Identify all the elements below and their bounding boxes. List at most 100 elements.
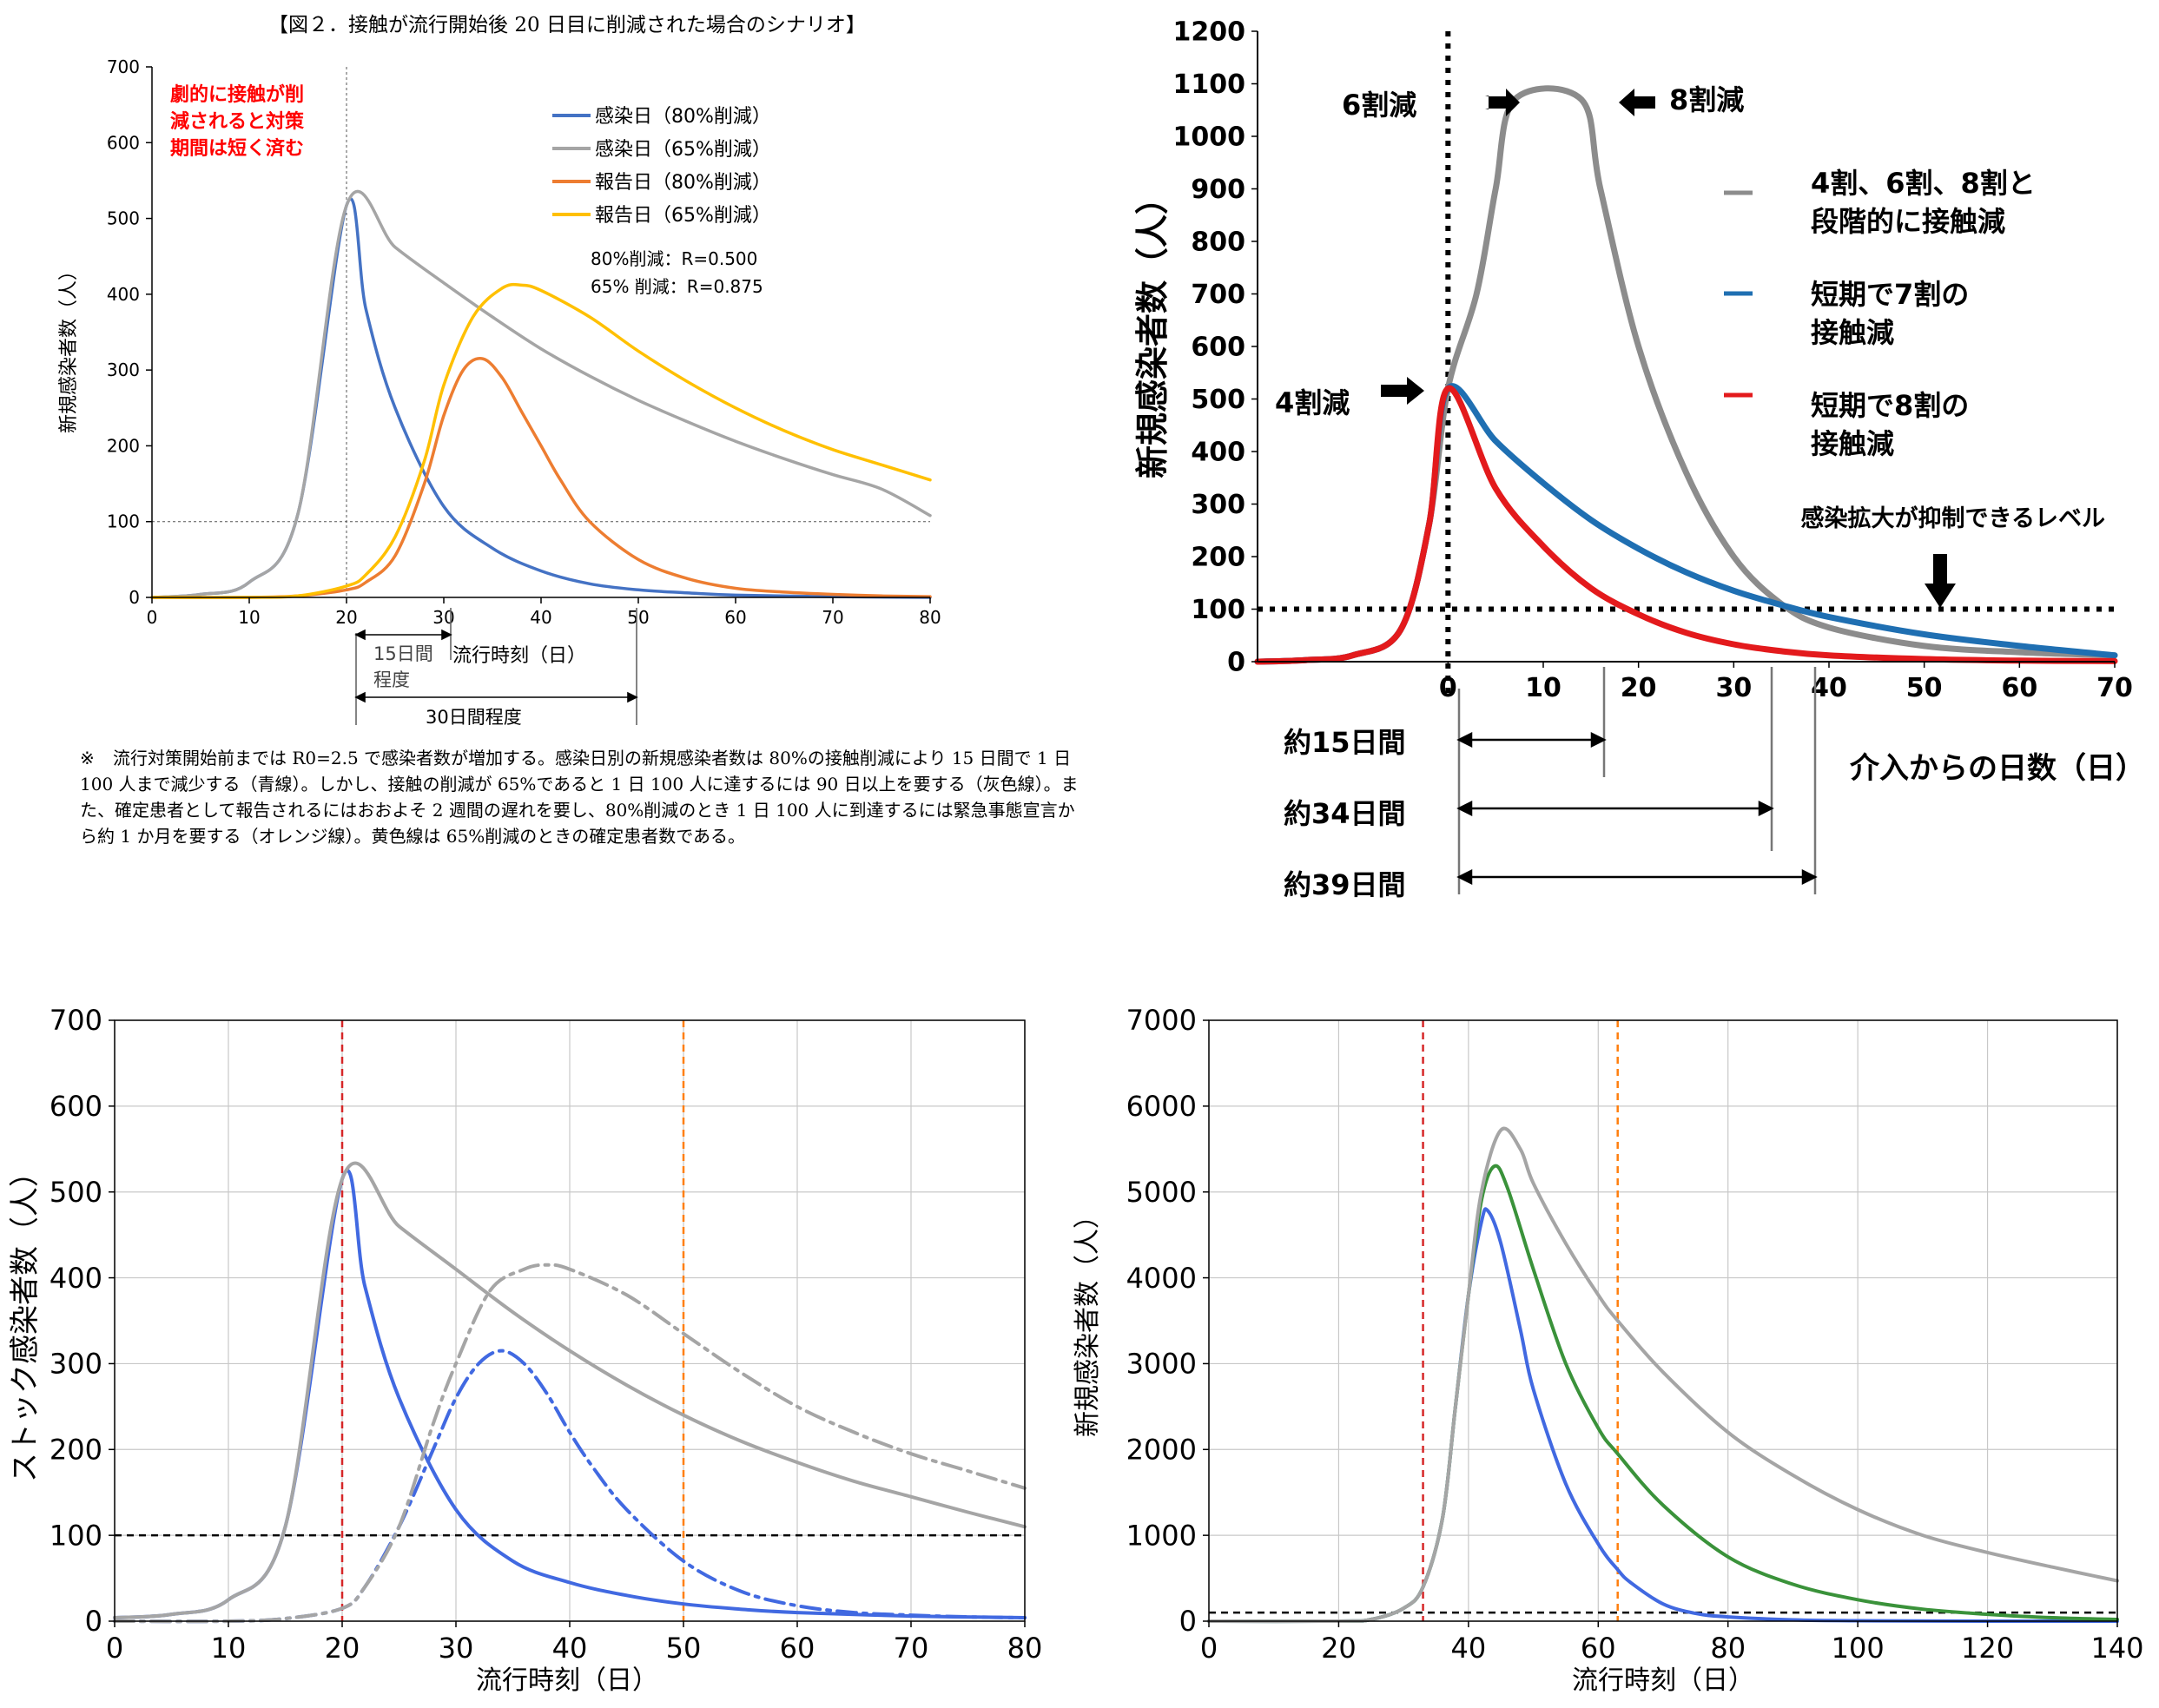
x-tick-label: 20 — [1621, 673, 1657, 703]
y-tick-label: 0 — [129, 587, 140, 608]
x-tick-label: 60 — [724, 607, 746, 628]
x-tick-label: 70 — [894, 1632, 929, 1665]
footnote: ※ 流行対策開始前までは R0=2.5 で感染者数が増加する。感染日別の新規感染者… — [80, 745, 1087, 849]
y-axis-label: 新規感染者数（人） — [1073, 1203, 1103, 1437]
y-tick-label: 3000 — [1126, 1348, 1197, 1381]
y-axis-label: 新規感染者数（人） — [1133, 181, 1172, 478]
x-tick-label: 30 — [432, 607, 454, 628]
legend-blue-2: 接触減 — [1811, 316, 1894, 349]
y-tick-label: 300 — [107, 359, 140, 380]
arrow-right-4 — [1381, 385, 1409, 397]
r-value-80: 80%削減：R=0.500 — [591, 248, 757, 269]
x-tick-label: 60 — [2001, 673, 2037, 703]
y-tick-label: 5000 — [1126, 1176, 1197, 1209]
y-tick-label: 0 — [1227, 648, 1245, 678]
x-tick-label: 20 — [1321, 1632, 1357, 1665]
legend-label: 感染日（80%削減） — [595, 106, 771, 128]
y-tick-label: 600 — [1191, 333, 1245, 363]
y-tick-label: 600 — [107, 132, 140, 153]
legend-blue-1: 短期で7割の — [1811, 278, 1969, 311]
duration-brackets — [354, 608, 638, 725]
x-tick-label: 40 — [1450, 1632, 1486, 1665]
chart-panel-2: 0 10 20 30 40 50 60 700100200300400500600700800… — [1133, 17, 2145, 902]
legend-label: 報告日（80%削減） — [595, 172, 771, 194]
x-axis-label: 介入からの日数（日） — [1850, 751, 2145, 786]
y-tick-label: 900 — [1191, 175, 1245, 205]
duration-brackets — [1456, 667, 1818, 894]
x-tick-label: 40 — [1811, 673, 1847, 703]
y-tick-label: 400 — [107, 284, 140, 305]
chart-title: 【図２．接触が流行開始後 20 日目に削減された場合のシナリオ】 — [268, 14, 866, 36]
x-axis-label: 流行時刻（日） — [1572, 1665, 1754, 1696]
legend: 4割、6割、8割と 段階的に接触減 短期で7割の 接触減 短期で8割の 接触減 — [1724, 167, 2036, 460]
y-tick-label: 400 — [50, 1262, 102, 1295]
y-tick-label: 0 — [85, 1605, 102, 1638]
y-tick-label: 400 — [1191, 438, 1245, 468]
y-tick-label: 6000 — [1126, 1090, 1197, 1123]
legend-red-1: 短期で8割の — [1811, 389, 1969, 422]
annotation-line-2: 減されると対策 — [170, 110, 305, 133]
y-tick-label: 500 — [107, 208, 140, 229]
legend-red-2: 接触減 — [1811, 427, 1894, 460]
duration-15-label: 約15日間 — [1284, 726, 1406, 759]
y-tick-label: 600 — [50, 1090, 102, 1123]
label-8wari: 8割減 — [1669, 83, 1744, 116]
y-axis-label: 新規感染者数（人） — [58, 261, 80, 433]
y-tick-label: 1100 — [1173, 69, 1246, 100]
x-tick-label: 20 — [325, 1632, 360, 1665]
legend-gray-1: 4割、6割、8割と — [1811, 167, 2036, 200]
stage-arrows — [1381, 89, 1956, 608]
y-tick-label: 1000 — [1126, 1519, 1197, 1552]
label-4wari: 4割減 — [1275, 386, 1350, 419]
legend-label: 感染日（65%削減） — [595, 139, 771, 161]
legend: 感染日（80%削減） 感染日（65%削減） 報告日（80%削減） 報告日（65%削減） — [552, 106, 771, 227]
x-tick-label: 80 — [919, 607, 941, 628]
chart-panel-3: 0 10 20 30 40 50 60 70 800100200300400500600700 … — [8, 1004, 1042, 1696]
x-tick-label: 0 — [1439, 673, 1457, 703]
x-tick-label: 50 — [666, 1632, 702, 1665]
y-tick-label: 700 — [50, 1004, 102, 1037]
y-tick-label: 2000 — [1126, 1433, 1197, 1466]
x-tick-label: 50 — [1906, 673, 1943, 703]
duration-30-label: 30日間程度 — [426, 707, 522, 728]
label-6wari: 6割減 — [1342, 89, 1416, 122]
series-line-2 — [150, 189, 932, 599]
x-tick-label: 0 — [1200, 1632, 1218, 1665]
annotation-line-3: 期間は短く済む — [170, 137, 304, 160]
x-tick-label: 10 — [1525, 673, 1561, 703]
series-line-1 — [150, 197, 932, 599]
r-value-65: 65% 削減：R=0.875 — [591, 276, 763, 297]
chart-panel-4: 0 20 40 60 80 100 120 140 0 1000 2000 3000 4000 5000 6… — [1073, 1004, 2144, 1696]
x-tick-label: 60 — [1581, 1632, 1616, 1665]
y-tick-label: 1000 — [1173, 122, 1246, 153]
x-tick-label: 60 — [780, 1632, 815, 1665]
duration-39-label: 約39日間 — [1284, 868, 1406, 901]
x-axis-label: 流行時刻（日） — [452, 645, 586, 667]
x-tick-label: 70 — [822, 607, 843, 628]
x-tick-label: 30 — [1715, 673, 1752, 703]
y-tick-label: 4000 — [1126, 1262, 1197, 1295]
series-line-3 — [1254, 385, 2118, 665]
series-line-4 — [113, 1263, 1027, 1624]
x-tick-label: 100 — [1832, 1632, 1885, 1665]
chart-panel-1: 【図２．接触が流行開始後 20 日目に削減された場合のシナリオ】 0 10 20 30… — [58, 14, 941, 728]
y-tick-label: 700 — [107, 56, 140, 77]
series-line-2 — [113, 1161, 1027, 1619]
x-tick-label: 20 — [335, 607, 357, 628]
x-axis-label: 流行時刻（日） — [476, 1665, 658, 1696]
series-line-3 — [1207, 1126, 2119, 1624]
x-tick-label: 140 — [2090, 1632, 2143, 1665]
footnote-mark: ※ — [80, 748, 95, 768]
x-tick-label: 10 — [211, 1632, 247, 1665]
duration-34-label: 約34日間 — [1284, 797, 1406, 830]
x-tick-label: 0 — [147, 607, 158, 628]
y-tick-label: 700 — [1191, 280, 1245, 310]
x-tick-label: 30 — [439, 1632, 474, 1665]
label-control-level: 感染拡大が抑制できるレベル — [1801, 504, 2105, 532]
y-tick-label: 800 — [1191, 228, 1245, 258]
plot-frame — [1208, 1019, 2118, 1622]
series-line-2 — [1207, 1164, 2119, 1624]
x-tick-label: 10 — [238, 607, 260, 628]
y-tick-label: 200 — [1191, 543, 1245, 573]
